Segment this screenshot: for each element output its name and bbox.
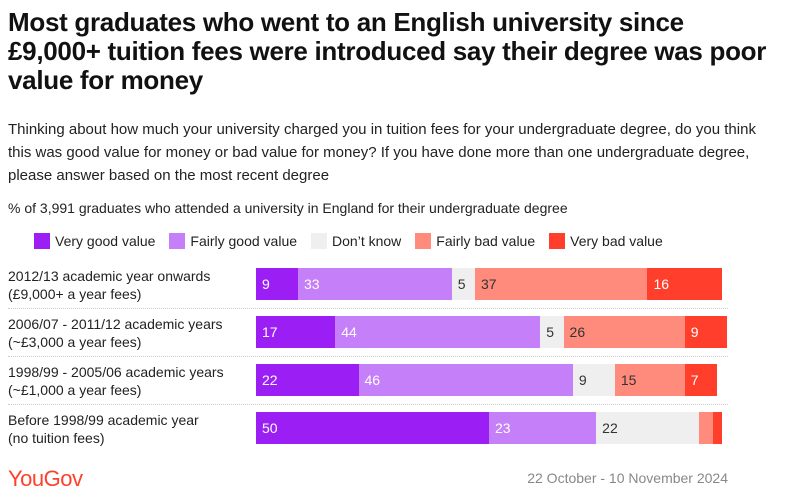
legend-swatch: [415, 233, 432, 249]
bar-segment: 17: [256, 316, 336, 348]
yougov-logo: YouGov: [8, 466, 83, 491]
legend-label: Very bad value: [570, 233, 663, 249]
legend-label: Fairly good value: [190, 233, 298, 249]
category-label-line: (£9,000+ a year fees): [8, 286, 142, 302]
legend-swatch: [34, 233, 50, 249]
category-label: 2012/13 academic year onwards (£9,000+ a …: [8, 267, 210, 303]
bar-segment: 46: [358, 364, 573, 396]
data-label: 5: [546, 324, 555, 340]
sample-base: % of 3,991 graduates who attended a univ…: [8, 200, 568, 216]
data-label: 5: [457, 276, 466, 292]
data-label: 23: [495, 420, 511, 436]
legend-item: Very good value: [34, 233, 155, 249]
data-label: 15: [620, 372, 637, 388]
bar-segment: 50: [256, 412, 489, 444]
bar-segment: 23: [489, 412, 597, 444]
data-label: 22: [602, 420, 618, 436]
data-label: 44: [341, 324, 357, 340]
legend-swatch: [169, 233, 186, 249]
legend-item: Don’t know: [311, 233, 401, 249]
category-label: 1998/99 - 2005/06 academic years (~£1,000…: [8, 363, 224, 399]
category-label-line: (~£1,000 a year fees): [8, 382, 142, 398]
data-label: 46: [364, 372, 381, 388]
bar-segment: 16: [647, 268, 722, 300]
data-label: 50: [262, 420, 278, 436]
data-label: 17: [262, 324, 278, 340]
legend-label: Very good value: [55, 233, 156, 249]
bar-segment: 15: [614, 364, 685, 396]
category-label: 2006/07 - 2011/12 academic years (~£3,000…: [8, 315, 223, 351]
data-label: 22: [262, 372, 278, 388]
data-label: 9: [262, 276, 270, 292]
data-label: 37: [481, 276, 497, 292]
legend-item: Very bad value: [549, 233, 663, 249]
legend-item: Fairly bad value: [415, 233, 535, 249]
data-label: 9: [690, 324, 699, 340]
bar-segment: 22: [596, 412, 699, 444]
bar-segment: 9: [572, 364, 615, 396]
bar-segment: 5: [451, 268, 476, 300]
bar-segment: 9: [684, 316, 727, 348]
category-label-line: 2012/13 academic year onwards: [8, 268, 211, 284]
row-divider: [8, 356, 728, 357]
chart-title: Most graduates who went to an English un…: [8, 7, 767, 95]
data-label: 9: [578, 372, 587, 388]
bar-segment: 33: [297, 268, 452, 300]
bar-segment: [698, 412, 713, 444]
legend: Very good value Fairly good value Don’t kn…: [34, 233, 663, 249]
category-label-line: 1998/99 - 2005/06 academic years: [8, 364, 224, 380]
bar-segment: 26: [563, 316, 685, 348]
data-label: 7: [690, 372, 699, 388]
category-label-line: Before 1998/99 academic year: [8, 412, 199, 428]
bar-segment: 22: [256, 364, 359, 396]
bar-segment: 44: [335, 316, 541, 348]
legend-swatch: [549, 233, 566, 249]
category-label-line: (no tuition fees): [8, 430, 105, 446]
survey-question: Thinking about how much your university …: [8, 121, 756, 184]
category-label-line: (~£3,000 a year fees): [8, 334, 142, 350]
legend-label: Fairly bad value: [436, 233, 536, 249]
data-label: 26: [569, 324, 586, 340]
fieldwork-date: 22 October - 10 November 2024: [527, 470, 728, 486]
data-label: 16: [653, 276, 670, 292]
row-divider: [8, 308, 728, 309]
bar-segment: 37: [475, 268, 648, 300]
category-label: Before 1998/99 academic year (no tuition …: [8, 411, 199, 447]
legend-swatch: [311, 233, 328, 249]
bar-segment: 7: [684, 364, 718, 396]
bar-segment: [712, 412, 722, 444]
data-label: 33: [303, 276, 320, 292]
category-label-line: 2006/07 - 2011/12 academic years: [8, 316, 223, 332]
bar-segment: 9: [256, 268, 298, 300]
legend-label: Don’t know: [332, 233, 402, 249]
row-divider: [8, 404, 728, 405]
bar-segment: 5: [540, 316, 564, 348]
legend-item: Fairly good value: [169, 233, 297, 249]
